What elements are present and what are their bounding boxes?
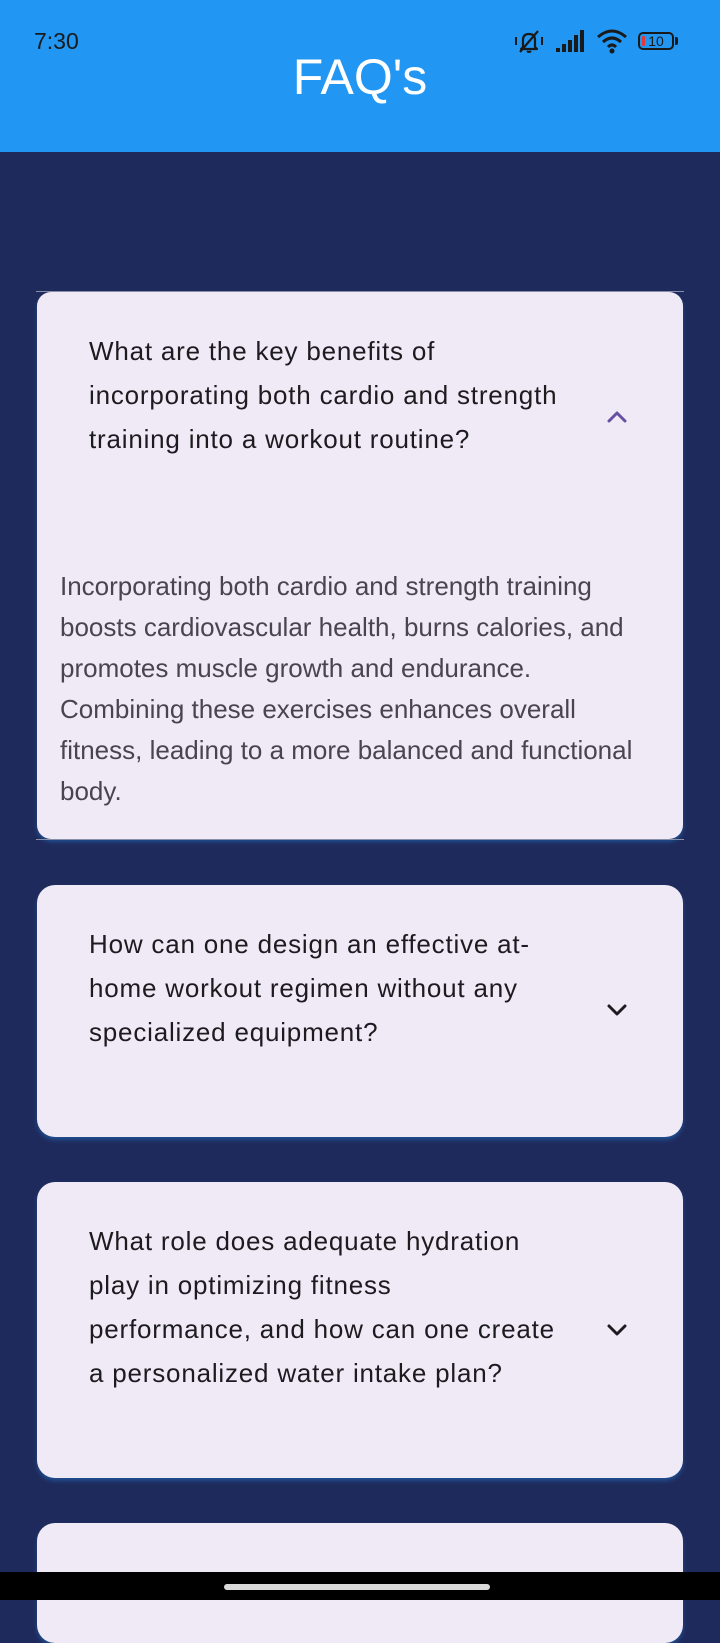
wifi-icon (596, 28, 628, 54)
app-bar: 7:30 (0, 0, 720, 152)
chevron-down-icon[interactable] (603, 1316, 631, 1344)
signal-icon (556, 29, 586, 53)
faq-card: What are the key benefits of incorporati… (37, 292, 683, 839)
mute-vibrate-icon (512, 27, 546, 55)
divider (36, 839, 684, 840)
faq-header[interactable]: What are the key benefits of incorporati… (37, 292, 683, 532)
divider (36, 291, 684, 292)
status-time: 7:30 (34, 28, 79, 54)
page-title: FAQ's (292, 49, 428, 105)
home-indicator[interactable] (224, 1584, 490, 1590)
battery-level: 10 (648, 33, 664, 49)
chevron-up-icon[interactable] (603, 403, 631, 431)
faq-question: How can one design an effective at-home … (89, 929, 530, 1047)
battery-icon: 10 (638, 32, 678, 50)
faq-card[interactable]: How can one design an effective at-home … (37, 885, 683, 1137)
faq-answer: Incorporating both cardio and strength t… (60, 571, 633, 806)
faq-question: What role does adequate hydration play i… (89, 1226, 555, 1388)
status-icons: 10 (512, 24, 678, 58)
chevron-down-icon[interactable] (603, 996, 631, 1024)
faq-card[interactable]: What role does adequate hydration play i… (37, 1182, 683, 1478)
faq-question: What are the key benefits of incorporati… (89, 336, 558, 454)
